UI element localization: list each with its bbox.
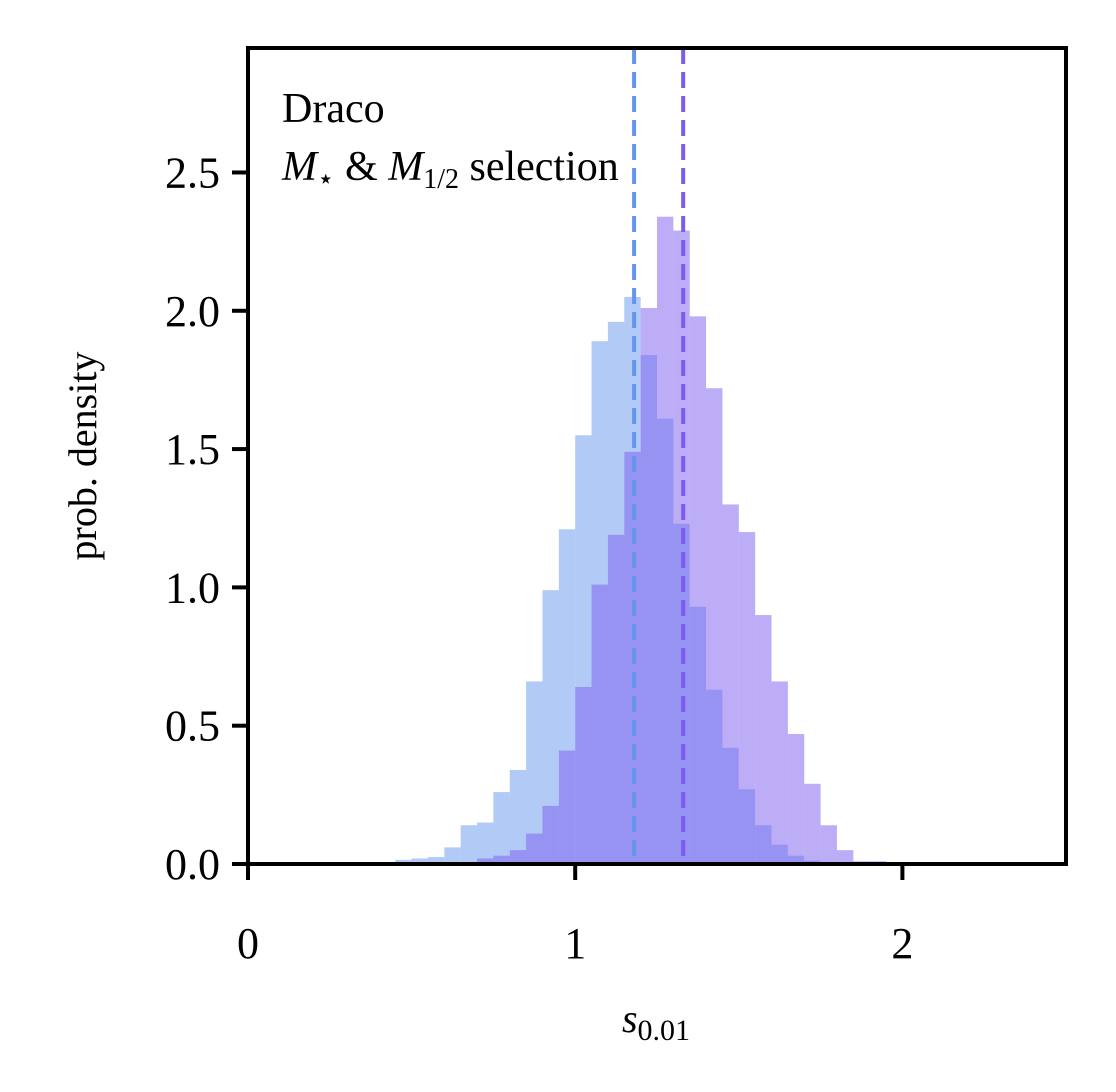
annotation-line-1: Draco xyxy=(282,86,385,132)
histogram-bar xyxy=(542,590,559,864)
histogram-bar xyxy=(706,388,723,864)
y-tick-label: 1.0 xyxy=(165,563,220,612)
histogram-bar xyxy=(509,769,527,864)
x-tick-label: 2 xyxy=(891,919,913,968)
histogram-bar xyxy=(836,850,854,864)
histogram-bar xyxy=(477,822,494,864)
y-tick-label: 2.5 xyxy=(165,148,220,197)
x-label-subscript: 0.01 xyxy=(638,1014,691,1047)
median-lines xyxy=(632,48,686,864)
y-tick-label: 0.5 xyxy=(165,702,220,751)
histogram-bar xyxy=(542,805,559,864)
annotation-line-2: M⋆ & M1/2 selection xyxy=(281,144,619,195)
histogram-bar xyxy=(444,847,461,864)
histogram-bar xyxy=(395,859,412,864)
histogram-bar xyxy=(787,733,805,864)
histogram-bar xyxy=(575,686,592,864)
histogram-bar xyxy=(722,504,739,864)
histogram-bar xyxy=(738,532,756,864)
histogram-bar xyxy=(755,615,772,864)
annotation-part: selection xyxy=(459,144,619,190)
histogram-bars xyxy=(395,216,887,865)
histogram-bar xyxy=(607,534,625,864)
histogram-bar xyxy=(526,681,543,864)
annotation-part: 1/2 xyxy=(423,164,459,195)
histogram-bar xyxy=(673,230,690,864)
histogram-bar xyxy=(591,584,608,864)
histogram-bar xyxy=(657,216,674,865)
histogram-bar xyxy=(558,750,576,864)
histogram-bar xyxy=(493,855,510,864)
histogram-bar xyxy=(477,858,494,864)
histogram-bar xyxy=(689,316,707,864)
histogram-bar xyxy=(509,850,527,864)
y-axis-label: prob. density xyxy=(60,352,105,561)
y-tick-label: 2.0 xyxy=(165,287,220,336)
histogram-bar xyxy=(526,833,543,864)
y-tick-label: 1.5 xyxy=(165,425,220,474)
histogram-bar xyxy=(460,825,478,864)
annotation-part: M xyxy=(387,144,425,190)
x-label-base: s xyxy=(622,996,638,1041)
y-tick-label: 0.0 xyxy=(165,840,220,889)
histogram-bar xyxy=(820,825,837,864)
x-tick-label: 1 xyxy=(564,919,586,968)
x-tick-label: 0 xyxy=(237,919,259,968)
histogram-bar xyxy=(411,858,428,864)
histogram-bar xyxy=(493,792,510,864)
histogram-bar xyxy=(804,783,821,864)
axis-ticks: 0 1 2 0.0 0.5 1.0 1.5 2.0 2.5 xyxy=(165,148,913,968)
histogram-bar xyxy=(771,681,788,864)
x-axis-label: s0.01 xyxy=(622,996,690,1047)
plot-frame xyxy=(246,46,1068,866)
histogram-bar xyxy=(427,857,445,864)
annotation-part: & xyxy=(335,144,389,190)
annotation-part: M xyxy=(281,144,319,190)
histogram-bar xyxy=(640,308,657,864)
annotation-part: ⋆ xyxy=(317,164,335,195)
